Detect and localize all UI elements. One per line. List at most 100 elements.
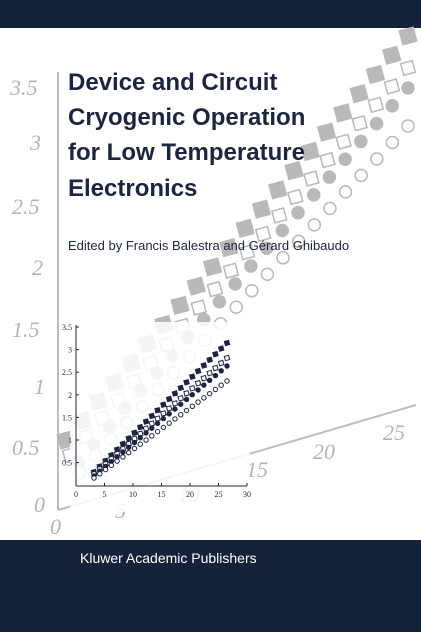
marker	[154, 420, 161, 427]
publisher: Kluwer Academic Publishers	[80, 550, 257, 566]
marker	[166, 420, 172, 426]
marker	[385, 135, 400, 150]
marker	[223, 354, 231, 362]
marker	[188, 373, 196, 380]
marker	[217, 345, 225, 352]
marker	[218, 368, 224, 374]
marker	[244, 259, 258, 273]
inset-graphic: 3.5 3 2.5 2 1.5 1 0.5 0 5 10 15 20 25 30	[62, 322, 251, 512]
bg-y-label: 0.5	[12, 435, 40, 460]
top-band	[0, 0, 421, 28]
marker	[316, 122, 337, 142]
marker	[349, 84, 369, 104]
inset-x-label: 0	[74, 490, 78, 499]
inset-y-label: 2	[68, 391, 72, 400]
marker	[125, 435, 133, 442]
marker	[154, 415, 161, 422]
marker	[171, 400, 179, 407]
marker	[260, 267, 275, 282]
marker	[206, 390, 213, 397]
marker	[97, 471, 103, 477]
bg-x-label: 20	[313, 439, 335, 464]
marker	[212, 364, 219, 372]
marker	[177, 384, 185, 392]
marker	[202, 257, 223, 277]
marker	[190, 299, 208, 316]
marker	[183, 389, 190, 397]
bg-x-label: 0	[50, 514, 61, 539]
marker	[183, 378, 190, 386]
marker	[108, 462, 115, 469]
marker	[291, 205, 305, 220]
marker	[287, 188, 304, 206]
marker	[212, 350, 219, 358]
marker	[114, 454, 120, 460]
marker	[148, 420, 156, 427]
marker	[149, 433, 155, 439]
marker	[284, 161, 304, 181]
bg-x-label: 15	[246, 457, 268, 482]
marker	[125, 449, 132, 456]
marker	[149, 425, 155, 431]
title-line: Cryogenic Operation	[68, 104, 305, 131]
bg-y-label: 3	[29, 130, 41, 155]
marker	[235, 218, 255, 239]
title-line: Electronics	[68, 175, 197, 202]
marker	[212, 294, 227, 309]
marker	[177, 395, 185, 402]
marker	[229, 300, 243, 314]
marker	[222, 262, 240, 279]
marker	[120, 449, 126, 455]
marker	[303, 170, 320, 187]
inset-x-label: 20	[186, 490, 194, 499]
marker	[160, 424, 167, 431]
marker	[319, 151, 336, 169]
bottom-band	[0, 540, 421, 632]
bg-x-label: 25	[383, 420, 405, 445]
marker	[268, 180, 288, 200]
marker	[398, 26, 418, 46]
marker	[186, 276, 206, 296]
marker	[206, 356, 213, 364]
marker	[245, 284, 259, 298]
marker	[154, 406, 161, 414]
inset-y-label: 3.5	[62, 323, 72, 332]
marker	[383, 78, 401, 95]
marker	[137, 441, 143, 447]
marker	[333, 103, 353, 123]
marker	[201, 395, 207, 401]
marker	[188, 384, 196, 392]
marker	[114, 458, 120, 464]
marker	[160, 415, 167, 422]
marker	[212, 386, 219, 393]
marker	[136, 423, 144, 431]
bg-y-label: 2.5	[12, 194, 40, 219]
marker	[143, 437, 149, 443]
inset-x-label: 30	[243, 490, 251, 499]
inset-x-label: 5	[103, 490, 107, 499]
marker	[224, 378, 230, 384]
marker	[131, 445, 138, 452]
marker	[120, 454, 126, 460]
marker	[401, 81, 415, 95]
marker	[369, 116, 384, 131]
marker	[228, 277, 242, 291]
marker	[401, 119, 415, 133]
marker	[194, 379, 202, 387]
bg-y-label: 1.5	[12, 317, 40, 342]
marker	[251, 199, 272, 219]
marker	[365, 64, 386, 85]
marker	[354, 134, 368, 149]
bg-y-label: 2	[32, 255, 43, 280]
marker	[200, 374, 208, 382]
marker	[170, 295, 190, 315]
marker	[189, 391, 196, 398]
inset-y-label: 1.5	[62, 413, 72, 422]
bg-y-label: 0	[34, 492, 45, 517]
marker	[166, 411, 172, 417]
title-line: Device and Circuit	[68, 69, 277, 96]
marker	[154, 428, 161, 435]
marker	[91, 475, 97, 481]
marker	[165, 395, 173, 403]
inset-x-label: 10	[129, 490, 137, 499]
